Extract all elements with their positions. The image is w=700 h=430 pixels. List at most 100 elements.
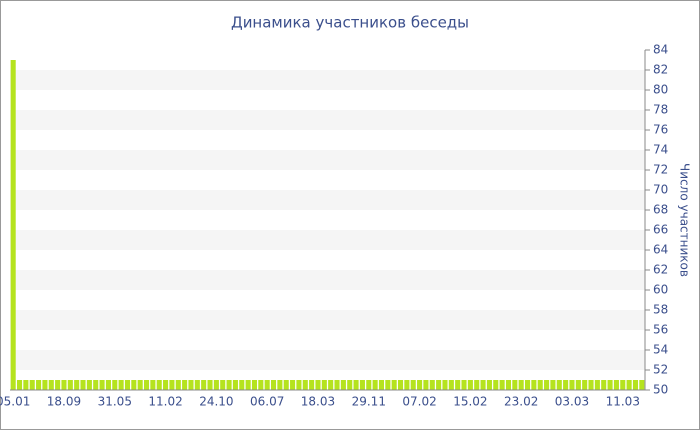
bar [290, 380, 296, 390]
bar [23, 380, 29, 390]
bar [417, 380, 423, 390]
bar [639, 380, 645, 390]
bar [505, 380, 512, 390]
x-tick-label: 24.10 [199, 395, 233, 409]
bar [563, 380, 569, 390]
bar [448, 380, 454, 390]
bar [575, 380, 581, 390]
bar [315, 380, 321, 390]
bar [334, 380, 340, 390]
bar [296, 380, 302, 390]
bar [213, 380, 219, 390]
bar [131, 380, 137, 390]
bar [620, 380, 626, 390]
bar [10, 60, 16, 390]
y-tick-label: 50 [653, 383, 668, 397]
bar [429, 380, 435, 390]
bar [347, 380, 353, 390]
bar [201, 380, 207, 390]
grid-band [10, 150, 645, 170]
bar [512, 380, 518, 390]
y-tick-label: 56 [653, 323, 668, 337]
bar [499, 380, 505, 390]
bar [366, 380, 372, 390]
bar [29, 380, 35, 390]
bar [264, 380, 270, 390]
bar [328, 380, 334, 390]
bar [480, 380, 486, 390]
bar [442, 380, 448, 390]
x-tick-label: 11.03 [606, 395, 640, 409]
bar [321, 380, 327, 390]
bar [80, 380, 86, 390]
y-tick-label: 80 [653, 83, 668, 97]
bar [582, 380, 588, 390]
bar [48, 380, 54, 390]
bar [270, 380, 277, 390]
bar [455, 380, 461, 390]
bar [99, 380, 105, 390]
bar [607, 380, 613, 390]
bar [207, 380, 213, 390]
bar [156, 380, 162, 390]
bar [588, 380, 594, 390]
bar [74, 380, 80, 390]
bar [544, 380, 550, 390]
bar [86, 380, 92, 390]
bar [283, 380, 289, 390]
y-tick-label: 64 [653, 243, 668, 257]
y-tick-label: 76 [653, 123, 668, 137]
y-tick-label: 78 [653, 103, 668, 117]
x-tick-label: 05.01 [0, 395, 30, 409]
y-tick-label: 82 [653, 63, 668, 77]
bar [359, 380, 365, 390]
bar [404, 380, 410, 390]
bar [626, 380, 632, 390]
bar [531, 380, 537, 390]
bar [467, 380, 473, 390]
bar [486, 380, 492, 390]
y-tick-label: 66 [653, 223, 668, 237]
bar [302, 380, 308, 390]
bar [105, 380, 111, 390]
bar [378, 380, 385, 390]
bar [251, 380, 258, 390]
bar [112, 380, 118, 390]
bar [36, 380, 42, 390]
bar [61, 380, 67, 390]
y-tick-label: 72 [653, 163, 668, 177]
bar [524, 380, 531, 390]
bar [93, 380, 99, 390]
bar [391, 380, 397, 390]
bar [436, 380, 442, 390]
bar [245, 380, 251, 390]
bar [169, 380, 175, 390]
bar [550, 380, 556, 390]
x-tick-label: 11.02 [148, 395, 182, 409]
y-tick-label: 84 [653, 43, 668, 57]
bar [163, 380, 169, 390]
bar [353, 380, 359, 390]
bar [537, 380, 543, 390]
chart-title: Динамика участников беседы [231, 14, 469, 32]
bar [118, 380, 124, 390]
x-tick-label: 18.09 [47, 395, 81, 409]
bar [150, 380, 156, 390]
bar [55, 380, 61, 390]
bar [239, 380, 245, 390]
y-tick-label: 58 [653, 303, 668, 317]
bar [613, 380, 619, 390]
x-tick-label: 06.07 [250, 395, 284, 409]
bar [182, 380, 188, 390]
grid-band [10, 310, 645, 330]
x-tick-label: 07.02 [402, 395, 436, 409]
grid-band [10, 110, 645, 130]
x-tick-label: 31.05 [98, 395, 132, 409]
bar [226, 380, 232, 390]
bar [175, 380, 181, 390]
bar [258, 380, 264, 390]
y-axis-label: Число участников [678, 163, 692, 277]
bar [309, 380, 315, 390]
